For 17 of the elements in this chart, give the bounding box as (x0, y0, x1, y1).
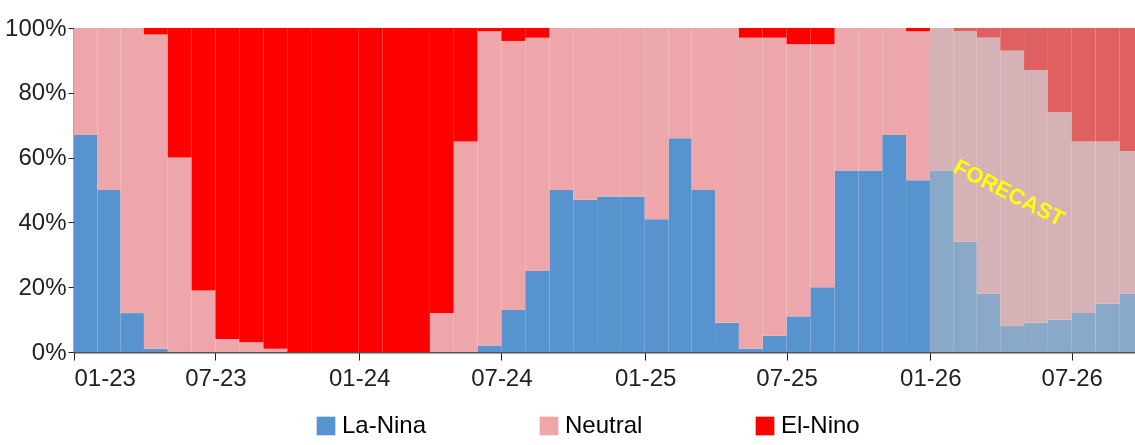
x-tick-label: 01-24 (328, 363, 391, 391)
y-tick-label: 60% (18, 143, 67, 171)
y-tick-label: 40% (18, 207, 67, 235)
legend-label: Neutral (565, 411, 643, 438)
x-tick-label: 01-23 (74, 363, 136, 391)
y-tick-label: 80% (18, 78, 67, 106)
x-tick-label: 01-26 (900, 363, 962, 391)
legend-label: La-Nina (342, 411, 427, 438)
legend-label: El-Nino (781, 411, 860, 438)
y-tick-label: 100% (5, 13, 67, 41)
x-tick-label: 07-24 (471, 363, 533, 391)
x-tick-label: 07-23 (185, 363, 247, 391)
x-tick-label: 07-25 (756, 363, 818, 391)
y-tick-label: 20% (18, 272, 67, 300)
x-tick-label: 01-25 (614, 363, 677, 391)
y-tick-label: 0% (31, 337, 67, 365)
x-tick-label: 07-26 (1041, 363, 1103, 391)
